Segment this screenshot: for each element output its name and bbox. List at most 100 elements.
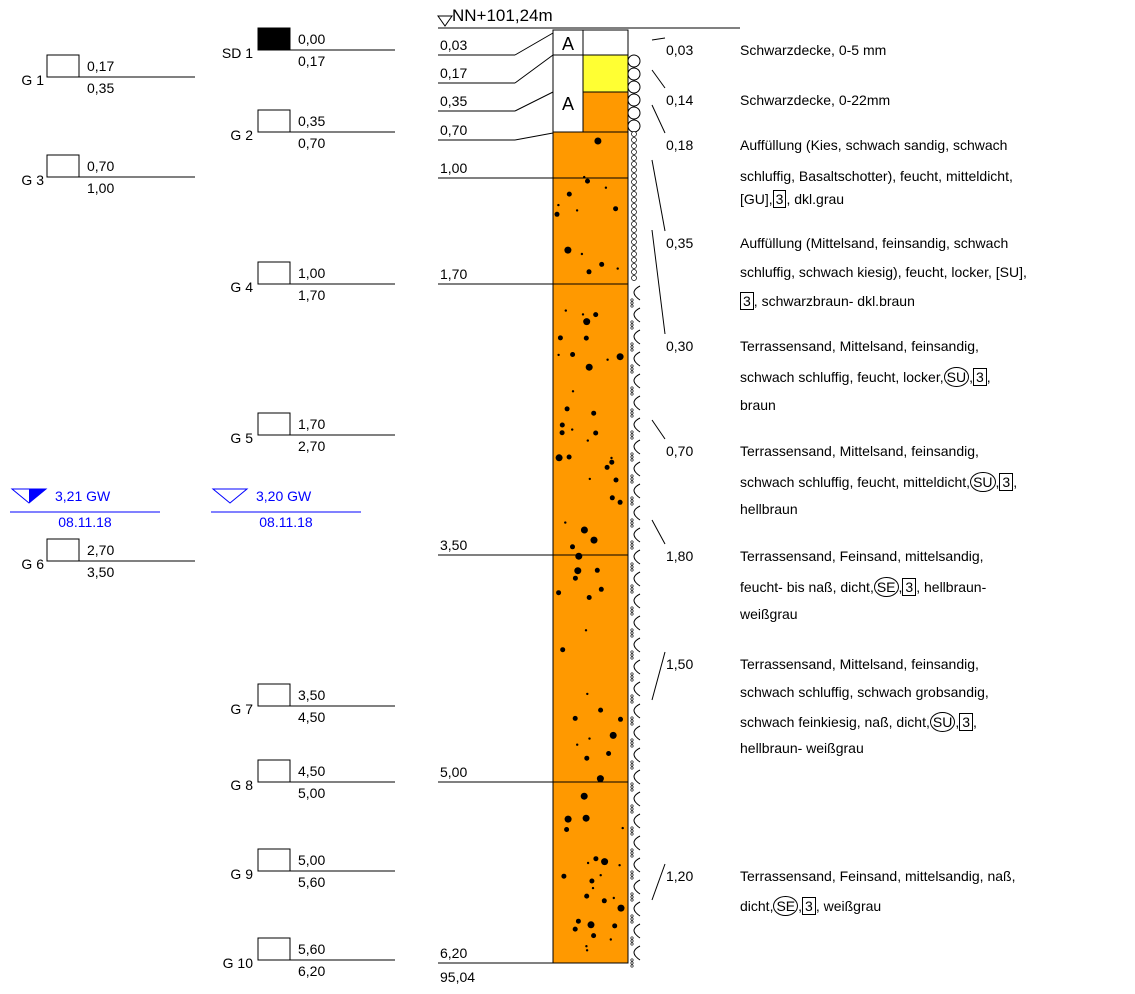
fill-dot bbox=[586, 693, 588, 695]
fill-dot bbox=[575, 553, 582, 560]
fill-dot bbox=[613, 206, 618, 211]
strip-symbol bbox=[631, 475, 633, 477]
text: feucht- bis naß, dicht, bbox=[740, 579, 874, 595]
layer-thickness: 0,30 bbox=[666, 338, 693, 354]
strip-symbol bbox=[634, 352, 640, 366]
fill-dot bbox=[570, 352, 575, 357]
orange-fill bbox=[553, 132, 628, 963]
strip-symbol bbox=[632, 132, 637, 137]
sample-bottom: 1,00 bbox=[87, 180, 114, 196]
fill-symbol: A bbox=[562, 94, 574, 114]
strip-symbol bbox=[634, 638, 640, 652]
strip-symbol bbox=[631, 657, 633, 659]
strip-symbol bbox=[628, 55, 640, 67]
fill-dot bbox=[583, 318, 590, 325]
strip-symbol bbox=[631, 346, 633, 348]
strip-symbol bbox=[634, 880, 640, 894]
depth-connector bbox=[515, 133, 553, 140]
strip-symbol bbox=[634, 682, 640, 696]
fill-dot bbox=[587, 439, 589, 441]
fill-dot bbox=[564, 247, 571, 254]
strip-symbol bbox=[632, 264, 637, 269]
strip-symbol bbox=[634, 330, 640, 344]
depth-connector bbox=[515, 92, 553, 111]
strip-symbol bbox=[631, 940, 633, 942]
depth-label: 5,00 bbox=[440, 764, 467, 780]
strip-symbol bbox=[632, 168, 637, 173]
sample-bottom: 3,50 bbox=[87, 564, 114, 580]
strip-symbol bbox=[634, 528, 640, 542]
strip-symbol bbox=[631, 959, 633, 961]
strip-symbol bbox=[631, 827, 633, 829]
yellow-fill bbox=[583, 55, 628, 92]
strip-symbol bbox=[631, 896, 633, 898]
sample-label: G 9 bbox=[230, 866, 253, 882]
fill-dot bbox=[618, 905, 625, 912]
soil-class: 3 bbox=[999, 473, 1013, 491]
fill-dot bbox=[584, 756, 589, 761]
text: schwach schluffig, schwach grobsandig, bbox=[740, 684, 989, 700]
fill-dot bbox=[606, 751, 611, 756]
strip-symbol bbox=[631, 783, 633, 785]
layer-thickness: 1,50 bbox=[666, 656, 693, 672]
strip-symbol bbox=[631, 566, 633, 568]
sample-box bbox=[258, 110, 290, 132]
strip-symbol bbox=[631, 965, 633, 967]
soil-group: SU bbox=[944, 367, 969, 387]
text: Terrassensand, Mittelsand, feinsandig, bbox=[740, 656, 979, 672]
depth-label: 0,35 bbox=[440, 93, 467, 109]
fill-dot bbox=[583, 815, 590, 822]
strip-symbol bbox=[632, 174, 637, 179]
fill-dot bbox=[584, 894, 589, 899]
strip-symbol bbox=[631, 437, 633, 439]
strip-symbol bbox=[631, 393, 633, 395]
strip-symbol bbox=[631, 698, 633, 700]
strip-symbol bbox=[631, 390, 633, 392]
strip-symbol bbox=[631, 871, 633, 873]
strip-symbol bbox=[631, 415, 633, 417]
fill-dot bbox=[589, 478, 591, 480]
strip-symbol bbox=[631, 305, 633, 307]
text: braun bbox=[740, 397, 776, 413]
strip-symbol bbox=[631, 877, 633, 879]
strip-symbol bbox=[631, 519, 633, 521]
fill-dot bbox=[610, 457, 612, 459]
strip-symbol bbox=[631, 849, 633, 851]
fill-dot bbox=[555, 212, 560, 217]
fill-dot bbox=[599, 587, 604, 592]
text: , weißgrau bbox=[816, 898, 881, 914]
soil-class: 3 bbox=[740, 292, 754, 310]
text: , schwarzbraun- dkl.braun bbox=[754, 293, 915, 309]
strip-symbol bbox=[632, 216, 637, 221]
sample-top: 2,70 bbox=[87, 542, 114, 558]
strip-symbol bbox=[632, 258, 637, 263]
description-line: schwach schluffig, feucht, mitteldicht,S… bbox=[740, 472, 1017, 492]
sample-label: G 6 bbox=[21, 556, 44, 572]
fill-dot bbox=[600, 874, 602, 876]
depth-label: 0,70 bbox=[440, 122, 467, 138]
strip-symbol bbox=[634, 616, 640, 630]
fill-dot bbox=[610, 732, 617, 739]
fill-dot bbox=[592, 887, 594, 889]
strip-symbol bbox=[632, 180, 637, 185]
strip-symbol bbox=[632, 144, 637, 149]
strip-symbol bbox=[631, 456, 633, 458]
text: [GU], bbox=[740, 191, 773, 207]
description-line: [GU],3, dkl.grau bbox=[740, 190, 844, 208]
sample-top: 0,35 bbox=[298, 113, 325, 129]
strip-symbol bbox=[631, 412, 633, 414]
description-line: Terrassensand, Mittelsand, feinsandig, bbox=[740, 656, 979, 672]
strip-symbol bbox=[631, 481, 633, 483]
text: , hellbraun- bbox=[916, 579, 986, 595]
fill-dot bbox=[606, 359, 608, 361]
strip-symbol bbox=[632, 162, 637, 167]
text: schluffig, schwach kiesig), feucht, lock… bbox=[740, 264, 1027, 280]
sample-bottom: 5,00 bbox=[298, 785, 325, 801]
depth-connector bbox=[515, 55, 553, 83]
strip-symbol bbox=[631, 701, 633, 703]
sample-box bbox=[47, 539, 79, 561]
fill-dot bbox=[567, 192, 572, 197]
strip-symbol bbox=[631, 349, 633, 351]
strip-symbol bbox=[631, 607, 633, 609]
sample-label: G 2 bbox=[230, 127, 253, 143]
